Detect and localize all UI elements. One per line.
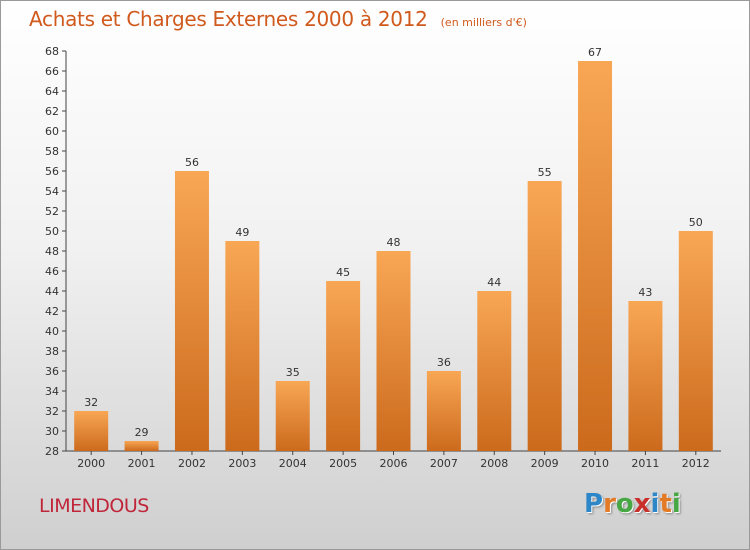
bar-value-label: 44 bbox=[487, 276, 501, 289]
y-tick-label: 60 bbox=[45, 125, 59, 138]
bar-2011 bbox=[628, 301, 663, 451]
y-tick-label: 44 bbox=[45, 285, 59, 298]
x-tick-label: 2008 bbox=[480, 457, 508, 470]
y-tick-label: 68 bbox=[45, 45, 59, 58]
y-tick-label: 42 bbox=[45, 305, 59, 318]
x-tick-label: 2001 bbox=[128, 457, 156, 470]
bar-value-label: 36 bbox=[437, 356, 451, 369]
logo-letter: r bbox=[603, 489, 616, 519]
bar-value-label: 50 bbox=[689, 216, 703, 229]
x-tick-label: 2002 bbox=[178, 457, 206, 470]
y-tick-label: 28 bbox=[45, 445, 59, 458]
x-tick-label: 2007 bbox=[430, 457, 458, 470]
bar-2010 bbox=[578, 61, 613, 451]
y-tick-label: 40 bbox=[45, 325, 59, 338]
bar-value-label: 49 bbox=[235, 226, 249, 239]
x-tick-label: 2005 bbox=[329, 457, 357, 470]
x-tick-label: 2009 bbox=[531, 457, 559, 470]
y-tick-label: 58 bbox=[45, 145, 59, 158]
logo-letter: i bbox=[671, 489, 681, 519]
bar-2007 bbox=[426, 371, 461, 451]
logo-letter: o bbox=[615, 489, 634, 519]
bar-value-label: 55 bbox=[538, 166, 552, 179]
logo-letter: x bbox=[633, 489, 651, 519]
logo-letter: P bbox=[584, 489, 604, 519]
chart-title: Achats et Charges Externes 2000 à 2012 bbox=[29, 7, 428, 31]
bar-2001 bbox=[124, 441, 159, 451]
bar-2009 bbox=[527, 181, 562, 451]
bar-value-label: 56 bbox=[185, 156, 199, 169]
bar-2000 bbox=[74, 411, 109, 451]
x-tick-label: 2006 bbox=[380, 457, 408, 470]
bar-value-label: 35 bbox=[286, 366, 300, 379]
x-tick-label: 2011 bbox=[631, 457, 659, 470]
chart-unit: (en milliers d'€) bbox=[440, 16, 527, 29]
x-tick-label: 2010 bbox=[581, 457, 609, 470]
bar-value-label: 32 bbox=[84, 396, 98, 409]
y-tick-label: 54 bbox=[45, 185, 59, 198]
x-tick-label: 2000 bbox=[77, 457, 105, 470]
logo-letter: t bbox=[659, 489, 672, 519]
y-tick-label: 56 bbox=[45, 165, 59, 178]
bar-2006 bbox=[376, 251, 411, 451]
y-tick-label: 52 bbox=[45, 205, 59, 218]
title-row: Achats et Charges Externes 2000 à 2012 (… bbox=[29, 7, 527, 31]
bar-value-label: 48 bbox=[387, 236, 401, 249]
x-tick-label: 2012 bbox=[682, 457, 710, 470]
y-tick-label: 30 bbox=[45, 425, 59, 438]
y-tick-label: 62 bbox=[45, 105, 59, 118]
y-tick-label: 36 bbox=[45, 365, 59, 378]
y-tick-label: 38 bbox=[45, 345, 59, 358]
bar-2004 bbox=[275, 381, 310, 451]
bar-2002 bbox=[174, 171, 209, 451]
proxiti-logo[interactable]: Proxiti bbox=[584, 489, 681, 519]
commune-name: LIMENDOUS bbox=[39, 495, 149, 517]
bar-2003 bbox=[225, 241, 260, 451]
y-tick-label: 46 bbox=[45, 265, 59, 278]
bar-2005 bbox=[326, 281, 361, 451]
bar-value-label: 67 bbox=[588, 46, 602, 59]
y-tick-label: 48 bbox=[45, 245, 59, 258]
bar-value-label: 45 bbox=[336, 266, 350, 279]
bar-2012 bbox=[678, 231, 713, 451]
logo-letter: i bbox=[650, 489, 660, 519]
bar-value-label: 43 bbox=[638, 286, 652, 299]
x-tick-label: 2004 bbox=[279, 457, 307, 470]
bar-value-label: 29 bbox=[135, 426, 149, 439]
x-tick-label: 2003 bbox=[228, 457, 256, 470]
y-tick-label: 64 bbox=[45, 85, 59, 98]
y-tick-label: 32 bbox=[45, 405, 59, 418]
y-tick-label: 34 bbox=[45, 385, 59, 398]
y-tick-label: 66 bbox=[45, 65, 59, 78]
bar-2008 bbox=[477, 291, 512, 451]
y-tick-label: 50 bbox=[45, 225, 59, 238]
